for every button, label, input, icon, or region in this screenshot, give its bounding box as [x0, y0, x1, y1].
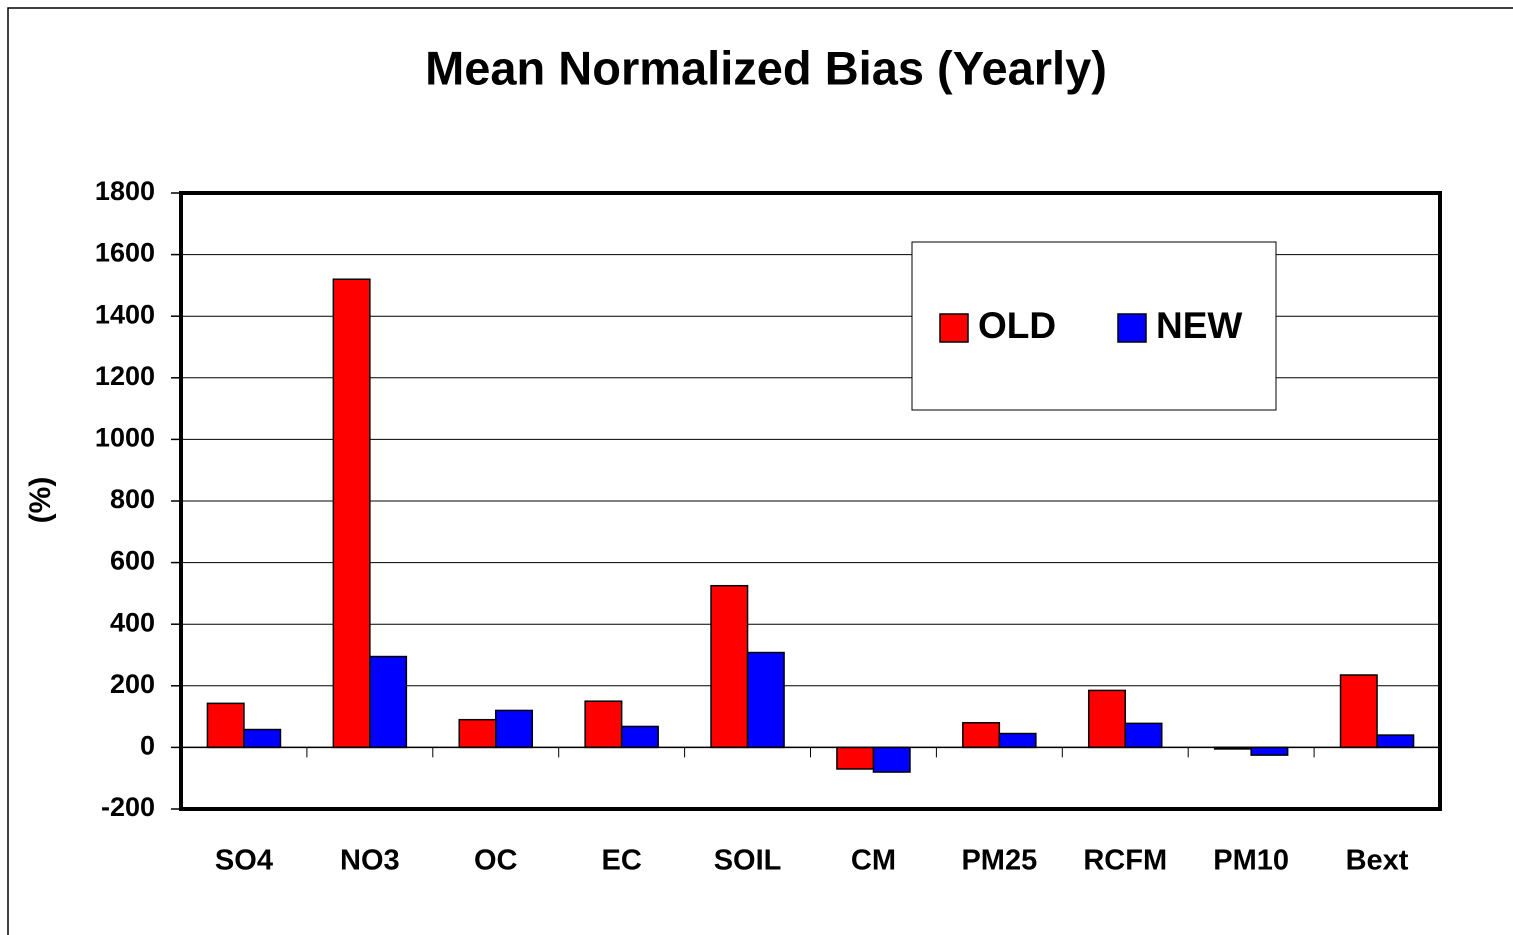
x-tick-label: PM10: [1213, 845, 1289, 877]
y-tick-label: 800: [110, 484, 155, 514]
y-tick-label: 0: [140, 731, 155, 761]
bar: [1087, 689, 1127, 749]
y-tick-label: 1000: [95, 423, 155, 453]
chart-border: [7, 7, 1513, 935]
y-tick-label: 1400: [95, 299, 155, 329]
x-tick-label: Bext: [1346, 845, 1409, 877]
y-axis-label: (%): [24, 477, 57, 524]
bar: [872, 746, 911, 773]
x-tick-label: EC: [602, 845, 642, 877]
x-tick-label: PM25: [961, 845, 1037, 877]
bar: [332, 278, 371, 749]
bar: [206, 702, 245, 749]
plot-frame: [179, 191, 1442, 811]
bar: [495, 709, 534, 749]
bar: [584, 700, 623, 749]
bar: [620, 725, 659, 749]
bar: [1250, 746, 1289, 756]
bar: [746, 651, 785, 749]
y-tick-label: 600: [110, 546, 155, 576]
bar: [458, 718, 497, 749]
bar: [962, 722, 1001, 749]
legend-swatch: [1117, 313, 1147, 343]
y-tick-label: 1200: [95, 361, 155, 391]
bar: [710, 584, 749, 749]
y-tick-label: 1800: [95, 176, 155, 206]
legend-label: OLD: [978, 305, 1056, 346]
bar: [998, 732, 1037, 749]
bar: [369, 655, 408, 749]
bar: [836, 746, 875, 770]
bar: [243, 728, 282, 749]
x-tick-label: NO3: [340, 845, 400, 877]
y-tick-label: 200: [110, 669, 155, 699]
x-tick-label: OC: [474, 845, 518, 877]
x-tick-label: CM: [851, 845, 896, 877]
legend-label: NEW: [1156, 305, 1242, 346]
x-tick-label: SO4: [215, 845, 273, 877]
y-tick-label: -200: [101, 792, 155, 822]
x-tick-label: SOIL: [714, 845, 782, 877]
y-tick-label: 400: [110, 607, 155, 637]
legend-swatch: [939, 313, 969, 343]
bar: [1376, 734, 1415, 749]
chart-title: Mean Normalized Bias (Yearly): [425, 41, 1107, 94]
y-tick-label: 1600: [95, 238, 155, 268]
legend-box: [911, 241, 1277, 411]
x-tick-label: RCFM: [1083, 845, 1167, 877]
bar: [1124, 722, 1163, 749]
bar: [1339, 674, 1378, 749]
